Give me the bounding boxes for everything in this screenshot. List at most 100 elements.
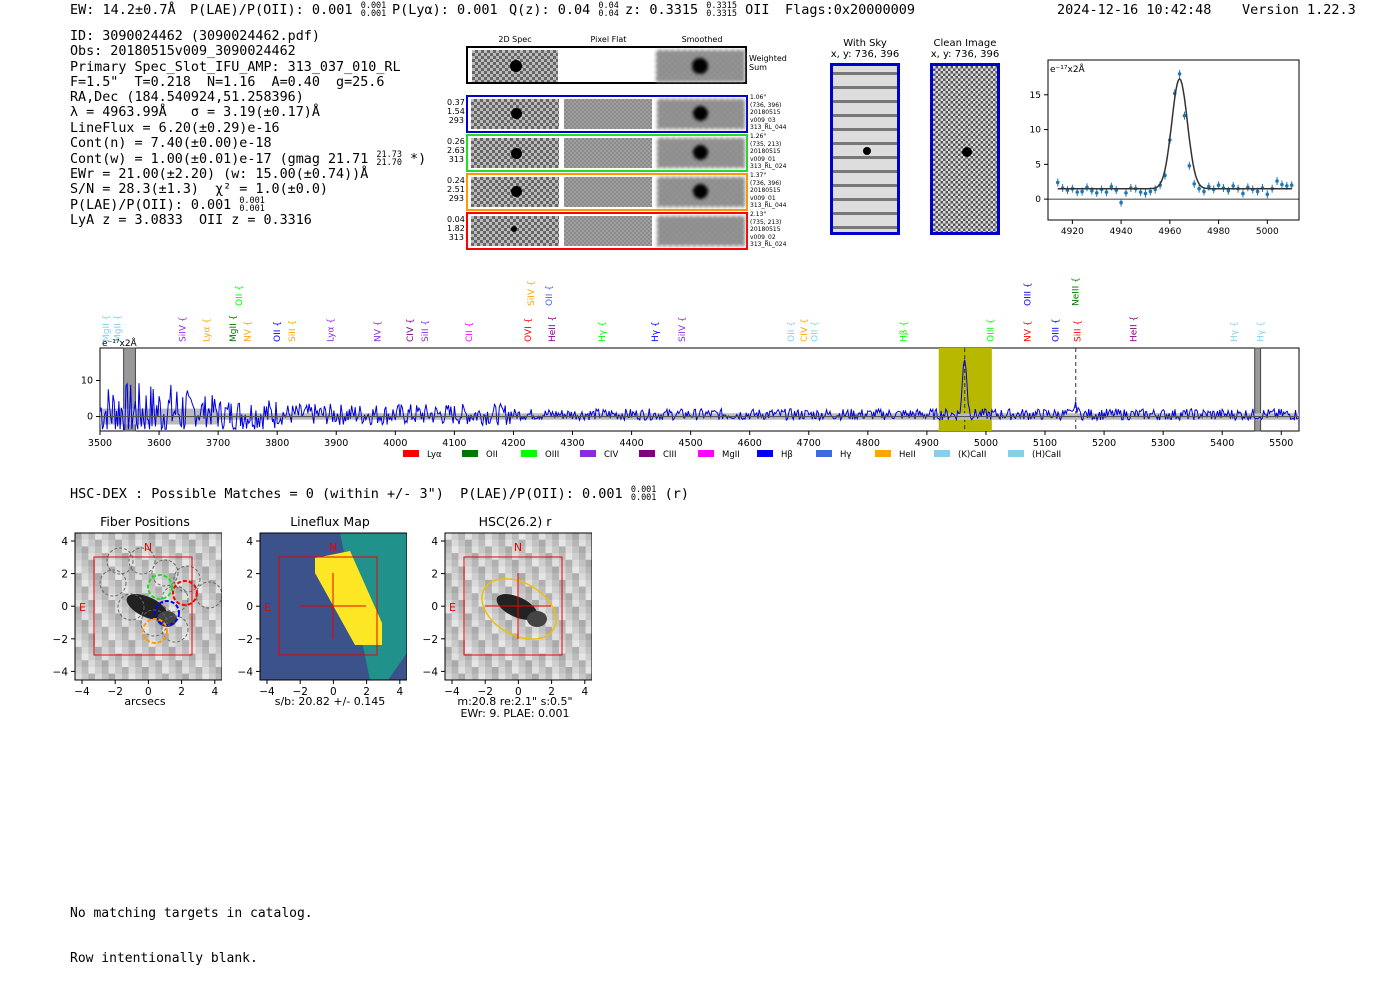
- image-pixel: [168, 600, 176, 607]
- image-pixel: [215, 573, 222, 580]
- image-pixel: [491, 613, 499, 621]
- image-pixel: [458, 573, 466, 580]
- image-pixel: [128, 546, 136, 554]
- image-pixel: [95, 539, 102, 547]
- image-pixel: [188, 660, 196, 668]
- image-pixel: [545, 573, 553, 580]
- image-pixel: [552, 626, 559, 634]
- image-pixel: [121, 613, 129, 621]
- panel-caption: s/b: 20.82 +/- 0.145: [274, 695, 386, 708]
- panel-ytick-label: 2: [61, 569, 68, 581]
- image-pixel: [478, 626, 486, 634]
- image-pixel: [162, 533, 169, 540]
- image-pixel: [81, 606, 89, 614]
- image-pixel: [209, 613, 216, 621]
- image-pixel: [81, 640, 89, 647]
- fit-point: [1148, 189, 1153, 194]
- image-pixel: [491, 566, 499, 574]
- image-pixel: [465, 620, 472, 627]
- fiber-smoothed-image: [657, 99, 745, 129]
- image-pixel: [465, 660, 472, 668]
- image-pixel: [458, 620, 466, 627]
- image-pixel: [88, 533, 96, 540]
- image-pixel: [209, 579, 216, 587]
- image-pixel: [88, 613, 96, 621]
- info-plae: P(LAE)/P(OII): 0.001 0.001 0.001: [70, 196, 265, 215]
- image-pixel: [445, 533, 452, 540]
- image-pixel: [485, 620, 492, 627]
- image-pixel: [572, 653, 580, 661]
- fiber-row-3: [466, 173, 748, 211]
- image-pixel: [565, 559, 573, 567]
- image-pixel: [202, 613, 210, 621]
- image-pixel: [491, 573, 499, 580]
- image-pixel: [545, 667, 553, 674]
- line-marker-label-upper: NeIII {: [1072, 277, 1082, 306]
- image-pixel: [128, 640, 136, 647]
- image-pixel: [491, 559, 499, 567]
- image-pixel: [538, 640, 546, 647]
- spec-xtick-label: 4200: [501, 438, 525, 449]
- image-pixel: [579, 593, 586, 601]
- panel-2-plot: N E −4 −2 0 2 4 4 2 0 −2 −4: [238, 532, 407, 698]
- image-pixel: [572, 673, 580, 681]
- image-pixel: [101, 593, 109, 601]
- image-pixel: [532, 667, 539, 674]
- image-pixel: [471, 660, 479, 668]
- image-pixel: [95, 640, 102, 647]
- image-pixel: [458, 673, 466, 681]
- image-pixel: [175, 626, 183, 634]
- image-pixel: [81, 539, 89, 547]
- image-pixel: [471, 579, 479, 587]
- legend-label: OII: [486, 450, 498, 460]
- image-pixel: [525, 673, 533, 681]
- image-pixel: [168, 539, 176, 547]
- image-pixel: [451, 673, 459, 681]
- image-pixel: [451, 566, 459, 574]
- image-pixel: [565, 620, 573, 627]
- image-pixel: [532, 640, 539, 647]
- image-pixel: [175, 593, 183, 601]
- image-pixel: [142, 667, 149, 674]
- image-pixel: [182, 633, 189, 641]
- panel-xtick-label: 2: [363, 686, 370, 698]
- image-pixel: [101, 539, 109, 547]
- image-pixel: [545, 660, 553, 668]
- panel-xtick-label: 0: [515, 686, 522, 698]
- spec-ytick-label: 10: [81, 375, 93, 386]
- weighted-sum-label: Weighted Sum: [749, 54, 787, 72]
- image-pixel: [525, 539, 533, 547]
- image-pixel: [101, 667, 109, 674]
- image-pixel: [585, 660, 592, 668]
- image-pixel: [485, 533, 492, 540]
- image-pixel: [445, 586, 452, 594]
- full-spectrum-chart: MgII {MgII {SiIV {Lyα {MgII {NV {OII {Si…: [81, 277, 1300, 460]
- image-pixel: [572, 546, 580, 554]
- image-pixel: [215, 660, 222, 668]
- image-pixel: [142, 573, 149, 580]
- image-pixel: [538, 626, 546, 634]
- image-pixel: [458, 653, 466, 661]
- image-pixel: [572, 593, 580, 601]
- image-pixel: [148, 626, 156, 634]
- image-pixel: [498, 546, 506, 554]
- image-pixel: [175, 660, 183, 668]
- image-pixel: [155, 673, 163, 681]
- image-pixel: [451, 553, 459, 560]
- fit-point: [1143, 191, 1148, 196]
- image-pixel: [175, 546, 183, 554]
- spec-xtick-label: 4700: [797, 438, 821, 449]
- panel-xtick-label: 2: [548, 686, 555, 698]
- fiber-circle: [140, 609, 168, 637]
- fit-point: [1090, 188, 1094, 193]
- image-pixel: [155, 593, 163, 601]
- image-pixel: [209, 673, 216, 681]
- image-pixel: [579, 559, 586, 567]
- image-pixel: [478, 633, 486, 641]
- image-pixel: [108, 606, 116, 614]
- image-pixel: [195, 633, 203, 641]
- fiber-circle: [161, 615, 189, 643]
- image-pixel: [175, 573, 183, 580]
- image-pixel: [491, 653, 499, 661]
- image-pixel: [121, 566, 129, 574]
